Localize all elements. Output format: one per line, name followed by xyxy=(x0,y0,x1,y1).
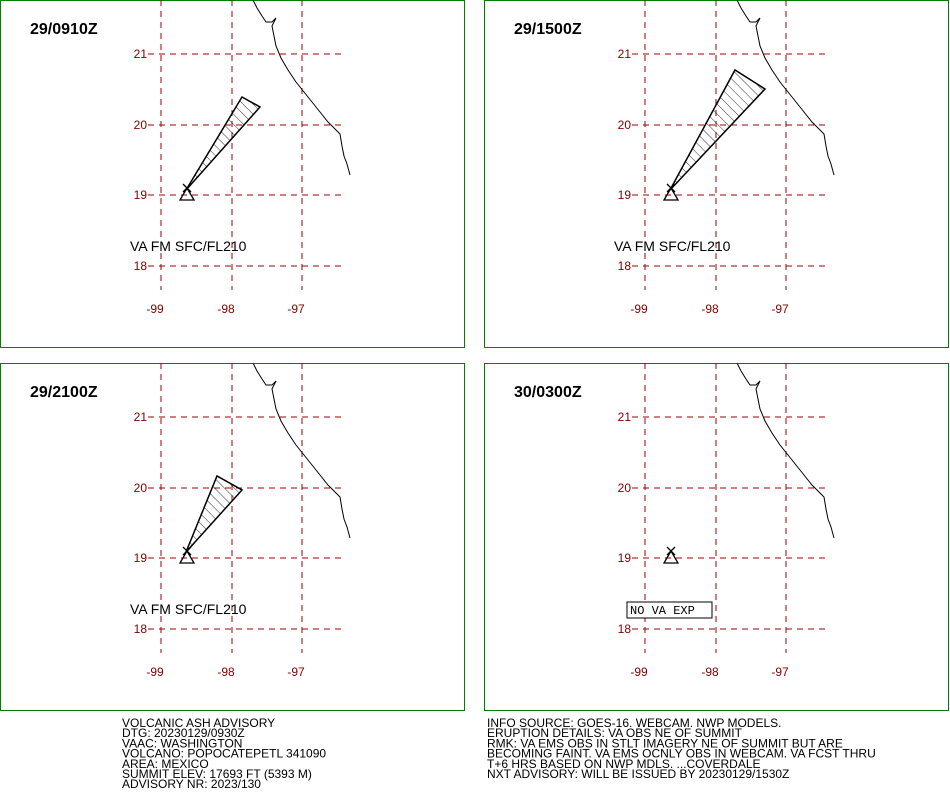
forecast-panel: 21 20 19 18 -99 -98 -97 29/2100Z VA FM SFC/FL210 xyxy=(0,362,465,711)
advisory-line: RMK: VA EMS OBS IN STLT IMAGERY NE OF SU… xyxy=(487,736,843,750)
panel-border xyxy=(0,0,465,348)
lat-label: 19 xyxy=(618,188,632,202)
volcano-symbol xyxy=(178,183,196,201)
lat-label: 20 xyxy=(134,118,148,132)
lon-label: -99 xyxy=(146,665,164,679)
advisory-line: DTG: 20230129/0930Z xyxy=(122,726,245,740)
panel-title: 29/0910Z xyxy=(30,21,98,38)
label-box xyxy=(626,601,713,619)
advisory-line: VOLCANIC ASH ADVISORY xyxy=(122,716,275,730)
coastline xyxy=(252,362,351,539)
panel-title: 30/0300Z xyxy=(514,384,582,401)
panel-border xyxy=(0,363,465,711)
lat-label: 19 xyxy=(134,188,148,202)
lon-label: -98 xyxy=(217,302,235,316)
panel-label: VA FM SFC/FL210 xyxy=(614,238,731,254)
lon-label: -97 xyxy=(287,665,305,679)
lon-label: -99 xyxy=(630,302,648,316)
advisory-line: VOLCANO: POPOCATEPETL 341090 xyxy=(122,747,326,761)
forecast-panel: 21 20 19 18 -99 -98 -97 30/0300Z NO VA EXP xyxy=(484,362,949,711)
panel-label: VA FM SFC/FL210 xyxy=(130,238,247,254)
lon-label: -97 xyxy=(771,665,789,679)
lat-label: 19 xyxy=(134,551,148,565)
lon-label: -98 xyxy=(217,665,235,679)
coastline xyxy=(252,0,351,176)
lon-label: -97 xyxy=(287,302,305,316)
lon-label: -98 xyxy=(701,665,719,679)
lat-label: 21 xyxy=(134,410,148,424)
advisory-line: SUMMIT ELEV: 17693 FT (5393 M) xyxy=(122,767,312,781)
panel-title: 29/2100Z xyxy=(30,384,98,401)
advisory-line: INFO SOURCE: GOES-16. WEBCAM. NWP MODELS… xyxy=(487,716,782,730)
lat-label: 20 xyxy=(618,481,632,495)
lon-label: -99 xyxy=(630,665,648,679)
panel-title: 29/1500Z xyxy=(514,21,582,38)
advisory-line: VAAC: WASHINGTON xyxy=(122,736,242,750)
ash-plume xyxy=(185,95,262,191)
lat-label: 19 xyxy=(618,551,632,565)
advisory-line: AREA: MEXICO xyxy=(122,757,209,771)
volcano-symbol xyxy=(662,183,680,201)
volcano-symbol xyxy=(178,546,196,564)
lat-label: 21 xyxy=(618,410,632,424)
ash-plume xyxy=(669,68,767,191)
lon-label: -98 xyxy=(701,302,719,316)
lat-label: 18 xyxy=(134,622,148,636)
volcano-symbol xyxy=(662,546,680,564)
lat-label: 18 xyxy=(618,622,632,636)
advisory-line: T+6 HRS BASED ON NWP MDLS. ...COVERDALE xyxy=(487,757,761,771)
advisory-line: ERUPTION DETAILS: VA OBS NE OF SUMMIT xyxy=(487,726,743,740)
advisory-line: NXT ADVISORY: WILL BE ISSUED BY 20230129… xyxy=(487,767,789,781)
lat-label: 18 xyxy=(618,259,632,273)
panel-label: NO VA EXP xyxy=(630,604,695,618)
advisory-line: BECOMING FAINT. VA EMS OCNLY OBS IN WEBC… xyxy=(487,747,876,761)
panel-border xyxy=(484,0,949,348)
lat-label: 21 xyxy=(618,47,632,61)
lat-label: 18 xyxy=(134,259,148,273)
panel-label: VA FM SFC/FL210 xyxy=(130,601,247,617)
forecast-panel: 21 20 19 18 -99 -98 -97 29/1500Z VA FM SFC/FL210 xyxy=(484,0,949,348)
lat-label: 21 xyxy=(134,47,148,61)
panel-border xyxy=(484,363,949,711)
ash-plume xyxy=(185,474,244,553)
lat-label: 20 xyxy=(618,118,632,132)
lat-label: 20 xyxy=(134,481,148,495)
lon-label: -99 xyxy=(146,302,164,316)
forecast-panel: 21 20 19 18 -99 -98 -97 29/0910Z VA FM SFC/FL210 xyxy=(0,0,465,348)
lon-label: -97 xyxy=(771,302,789,316)
coastline xyxy=(736,362,835,539)
advisory-line: ADVISORY NR: 2023/130 xyxy=(122,777,261,791)
coastline xyxy=(736,0,835,176)
